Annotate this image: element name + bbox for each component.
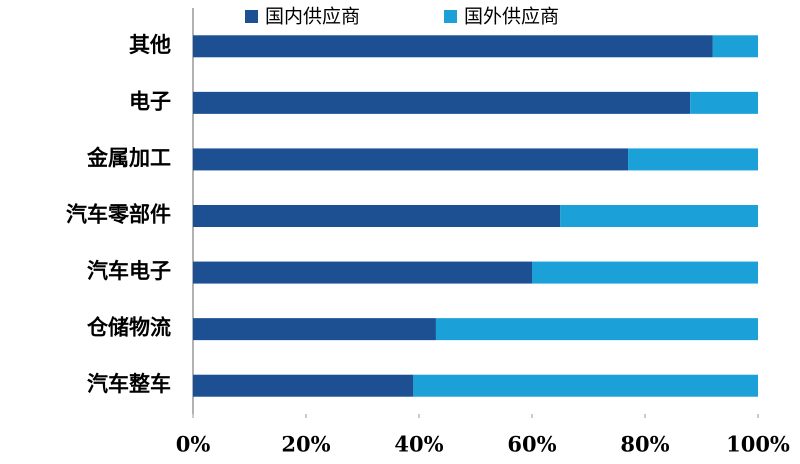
x-tick-label: 20% — [281, 432, 330, 457]
y-tick-label: 汽车整车 — [87, 371, 171, 396]
x-tick-label: 40% — [394, 432, 443, 457]
legend-swatch — [444, 10, 457, 23]
x-tick-label: 100% — [726, 432, 790, 457]
bar-segment — [193, 205, 561, 227]
y-tick-label: 汽车零部件 — [66, 202, 171, 227]
x-tick-label: 60% — [507, 432, 556, 457]
bar-segment — [193, 148, 629, 171]
y-tick-label: 金属加工 — [86, 145, 171, 170]
legend-label: 国外供应商 — [464, 6, 559, 28]
bar-segment — [193, 261, 532, 284]
y-tick-label: 仓储物流 — [86, 315, 171, 340]
bar-segment — [712, 35, 758, 58]
y-tick-label: 其他 — [129, 32, 171, 57]
legend-swatch — [245, 10, 258, 23]
bar-segment — [532, 261, 758, 284]
y-tick-label: 电子 — [129, 88, 171, 113]
bar-segment — [628, 148, 758, 171]
y-tick-label: 汽车电子 — [87, 258, 171, 283]
bar-segment — [690, 91, 758, 114]
bar-segment — [193, 91, 691, 114]
bar-segment — [193, 318, 436, 341]
bar-segment — [413, 374, 758, 397]
x-tick-label: 80% — [620, 432, 669, 457]
bar-segment — [193, 35, 713, 58]
bar-segment — [435, 318, 758, 341]
x-tick-label: 0% — [176, 432, 211, 457]
bar-segment — [560, 205, 758, 227]
legend-label: 国内供应商 — [265, 6, 360, 28]
bar-segment — [193, 374, 414, 397]
